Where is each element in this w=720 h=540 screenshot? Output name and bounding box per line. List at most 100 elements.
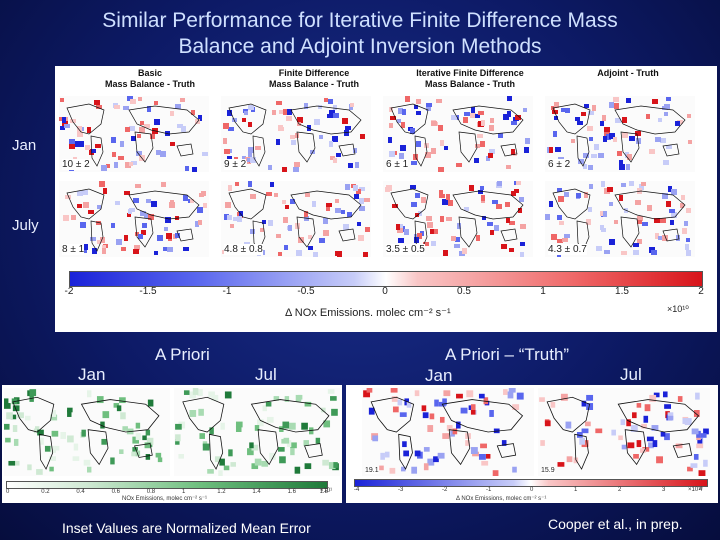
grid-cell [274,193,278,197]
map-jan-finite-difference: 9 ± 2 [221,96,371,172]
grid-cell [589,137,593,141]
grid-cell [399,224,403,228]
grid-cell [119,449,124,454]
grid-cell [635,200,641,205]
grid-cell [178,421,186,429]
grid-cell [587,126,593,131]
grid-cell [291,140,296,145]
grid-cell [675,121,680,126]
grid-cell [611,429,616,436]
inset-value: 8 ± 1 [62,244,85,255]
grid-cell [198,408,204,416]
grid-cell [601,181,605,187]
map-july-finite-difference: 4.8 ± 0.8 [221,181,371,257]
coastline [662,228,680,242]
grid-cell [293,167,299,172]
grid-cell [133,198,139,203]
grid-cell [588,207,592,212]
grid-cell [154,119,160,125]
grid-cell [228,185,232,191]
grid-cell [178,454,184,459]
grid-cell [132,447,138,452]
grid-cell [666,201,671,207]
grid-cell [442,199,448,205]
grid-cell [545,214,550,220]
grid-cell [330,156,335,160]
grid-cell [223,138,227,144]
coastline [552,103,591,135]
grid-cell [315,437,321,444]
grid-cell [633,243,639,247]
grid-cell [257,419,264,427]
grid-cell [327,389,335,394]
footer-note: Inset Values are Normalized Mean Error [62,520,311,536]
grid-cell [228,449,233,457]
apriori-truth-colorbar-exponent: ×10¹⁰ [688,487,703,493]
grid-cell [380,452,385,460]
grid-cell [442,433,450,439]
grid-cell [29,389,37,397]
grid-cell [452,428,458,435]
coastline [128,190,200,220]
grid-cell [577,121,583,125]
grid-cell [318,105,322,109]
grid-cell [161,182,166,187]
grid-cell [137,134,141,138]
grid-cell [249,442,254,449]
grid-cell [561,108,565,112]
grid-cell [167,247,173,252]
grid-cell [111,223,115,228]
grid-cell [17,412,24,419]
grid-cell [183,390,190,395]
grid-cell [129,126,135,131]
grid-cell [388,137,392,143]
grid-cell [498,133,503,138]
grid-cell [480,186,484,190]
grid-cell [50,445,57,453]
grid-cell [94,100,100,105]
grid-cell [680,203,684,208]
coastline [614,105,686,135]
grid-cell [619,160,623,164]
grid-cell [228,127,234,131]
grid-cell [685,244,689,250]
grid-cell [87,390,92,398]
grid-cell [189,391,197,399]
grid-cell [169,202,175,208]
grid-cell [276,139,280,145]
grid-cell [250,157,256,163]
grid-cell [323,230,329,236]
grid-cell [411,466,418,474]
grid-cell [111,137,116,143]
grid-cell [148,214,154,220]
coastline [576,135,590,167]
grid-cell [303,440,310,446]
colorbar-tick: 1 [540,286,546,297]
grid-cell [462,248,467,254]
grid-cell [703,428,709,435]
grid-cell [343,224,349,230]
grid-cell [511,191,516,196]
coastline [176,143,194,157]
grid-cell [290,135,295,139]
coastline [250,399,330,433]
grid-cell [286,440,292,448]
coastline [452,105,524,135]
coastline [228,103,267,135]
grid-cell [321,407,326,413]
map-graphic [545,181,691,257]
coastline [290,105,362,135]
grid-cell [123,106,129,110]
grid-cell [224,149,230,154]
grid-cell [440,216,444,222]
grid-cell [476,235,480,241]
grid-cell [115,201,120,205]
map-jan-iterative: 6 ± 1 [383,96,533,172]
grid-cell [688,140,692,144]
grid-cell [565,108,570,113]
grid-cell [288,225,292,231]
grid-cell [402,109,406,115]
grid-cell [564,234,570,238]
grid-cell [283,217,288,223]
grid-cell [663,160,669,165]
